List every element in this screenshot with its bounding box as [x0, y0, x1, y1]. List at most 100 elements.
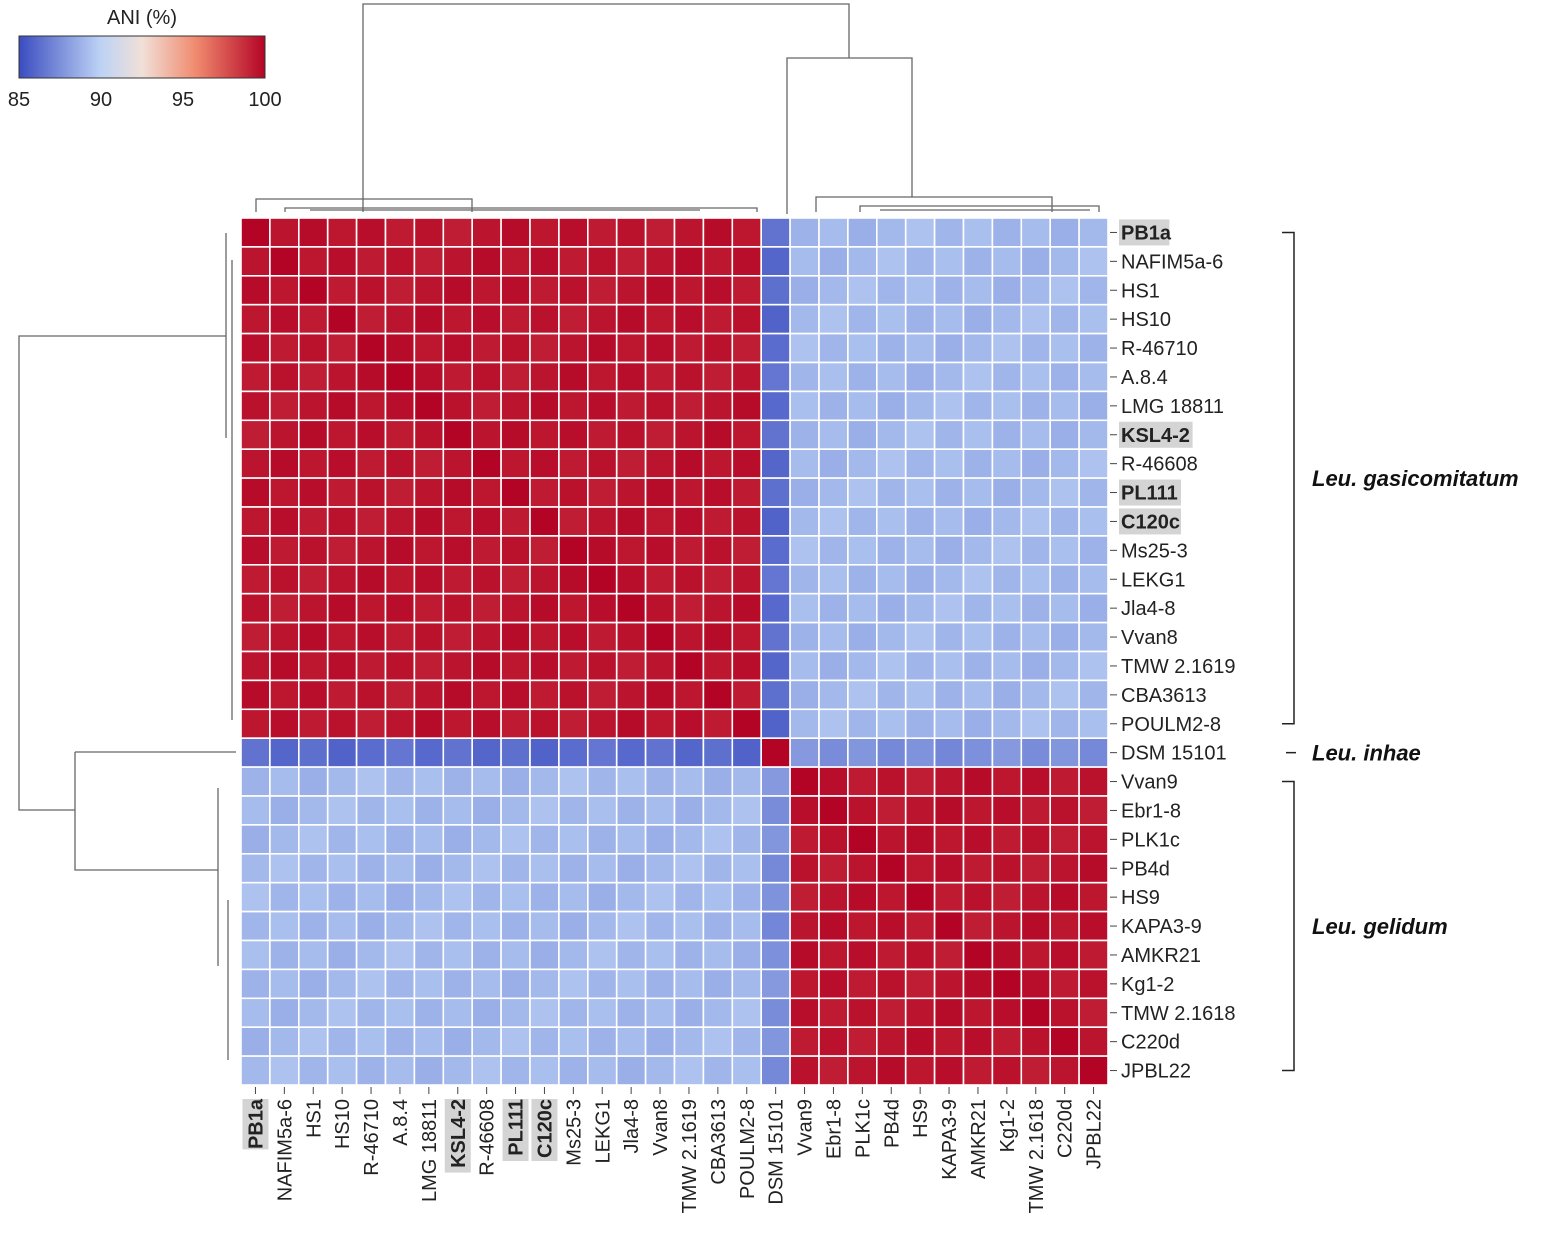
- heatmap-cell: [558, 737, 589, 768]
- heatmap-cell: [962, 997, 994, 1028]
- heatmap-cell: [875, 766, 907, 797]
- heatmap-cell: [500, 766, 531, 797]
- heatmap-cell: [789, 881, 820, 913]
- heatmap-cell: [384, 737, 416, 768]
- row-dendrogram: [18, 233, 236, 1060]
- heatmap-cell: [326, 563, 358, 595]
- column-label-lekg1: LEKG1: [592, 1099, 614, 1163]
- heatmap-cell: [471, 679, 502, 711]
- heatmap-cell: [702, 621, 734, 653]
- heatmap-cell: [471, 824, 502, 855]
- heatmap-cell: [904, 303, 936, 335]
- heatmap-cell: [442, 448, 473, 479]
- heatmap-cell: [991, 1055, 1023, 1086]
- heatmap-cell: [847, 506, 878, 537]
- heatmap-cell: [615, 448, 647, 479]
- heatmap-cell: [1078, 795, 1109, 826]
- heatmap-cell: [355, 361, 387, 393]
- heatmap-cell: [413, 852, 445, 884]
- heatmap-cell: [240, 274, 271, 306]
- heatmap-cell: [529, 939, 560, 971]
- heatmap-cell: [355, 303, 387, 335]
- heatmap-cell: [413, 303, 445, 335]
- heatmap-cell: [558, 650, 589, 682]
- heatmap-cell: [904, 361, 936, 393]
- heatmap-cell: [442, 506, 473, 537]
- heatmap-cell: [818, 361, 849, 393]
- heatmap-cell: [1078, 506, 1109, 537]
- row-label-cba3613: CBA3613: [1121, 685, 1207, 707]
- heatmap-cell: [413, 535, 445, 566]
- heatmap-cell: [326, 1055, 358, 1086]
- heatmap-cell: [471, 592, 502, 624]
- heatmap-cell: [875, 852, 907, 884]
- heatmap-cell: [471, 246, 502, 277]
- heatmap-cell: [269, 361, 300, 393]
- heatmap-cell: [297, 303, 329, 335]
- heatmap-cell: [875, 274, 907, 306]
- heatmap-cell: [731, 852, 762, 884]
- heatmap-cell: [847, 477, 878, 508]
- heatmap-cell: [529, 303, 560, 335]
- heatmap-cell: [875, 332, 907, 364]
- heatmap-cell: [991, 246, 1023, 277]
- heatmap-cell: [442, 1055, 473, 1086]
- heatmap-cell: [731, 737, 762, 768]
- row-label-amkr21: AMKR21: [1121, 945, 1201, 967]
- row-label-pl111: PL111: [1121, 483, 1178, 505]
- heatmap-cell: [442, 592, 473, 624]
- heatmap-cell: [326, 708, 358, 739]
- heatmap-cell: [500, 274, 531, 306]
- heatmap-cell: [471, 303, 502, 335]
- heatmap-cell: [818, 535, 849, 566]
- heatmap-cell: [529, 274, 560, 306]
- heatmap-cell: [702, 592, 734, 624]
- heatmap-cell: [413, 650, 445, 682]
- heatmap-cell: [702, 852, 734, 884]
- heatmap-cell: [702, 997, 734, 1028]
- heatmap-cell: [702, 477, 734, 508]
- heatmap-cell: [702, 708, 734, 739]
- heatmap-cell: [558, 621, 589, 653]
- heatmap-cell: [586, 910, 618, 942]
- heatmap-cell: [240, 621, 271, 653]
- heatmap-cell: [818, 303, 849, 335]
- heatmap-cell: [413, 419, 445, 450]
- heatmap-cell: [269, 274, 300, 306]
- heatmap-cell: [471, 1055, 502, 1086]
- heatmap-cell: [875, 881, 907, 913]
- row-label-kapa3-9: KAPA3-9: [1121, 916, 1202, 938]
- heatmap-cell: [1078, 592, 1109, 624]
- heatmap-cell: [326, 997, 358, 1028]
- heatmap-cell: [384, 997, 416, 1028]
- heatmap-cell: [442, 708, 473, 739]
- heatmap-cell: [558, 1026, 589, 1057]
- heatmap-cell: [615, 766, 647, 797]
- heatmap-cell: [789, 795, 820, 826]
- heatmap-cell: [586, 217, 618, 248]
- heatmap-cell: [269, 737, 300, 768]
- column-label-highlight: [444, 1099, 471, 1173]
- heatmap-cell: [500, 679, 531, 711]
- heatmap-cell: [991, 217, 1023, 248]
- heatmap-cell: [326, 535, 358, 566]
- heatmap-cell: [847, 968, 878, 1000]
- heatmap-cell: [326, 246, 358, 277]
- column-label-group: R-46710: [361, 1099, 383, 1176]
- heatmap-cell: [558, 766, 589, 797]
- heatmap-cell: [962, 592, 994, 624]
- heatmap-cell: [789, 997, 820, 1028]
- heatmap-cell: [326, 506, 358, 537]
- heatmap-cell: [962, 1055, 994, 1086]
- heatmap-cell: [760, 621, 791, 653]
- heatmap-cell: [731, 274, 762, 306]
- heatmap-cell: [442, 881, 473, 913]
- heatmap-cell: [442, 274, 473, 306]
- heatmap-cell: [355, 852, 387, 884]
- heatmap-cell: [297, 361, 329, 393]
- heatmap-cell: [904, 737, 936, 768]
- heatmap-cell: [644, 592, 676, 624]
- heatmap-cell: [297, 535, 329, 566]
- heatmap-cell: [731, 1026, 762, 1057]
- heatmap-cell: [875, 737, 907, 768]
